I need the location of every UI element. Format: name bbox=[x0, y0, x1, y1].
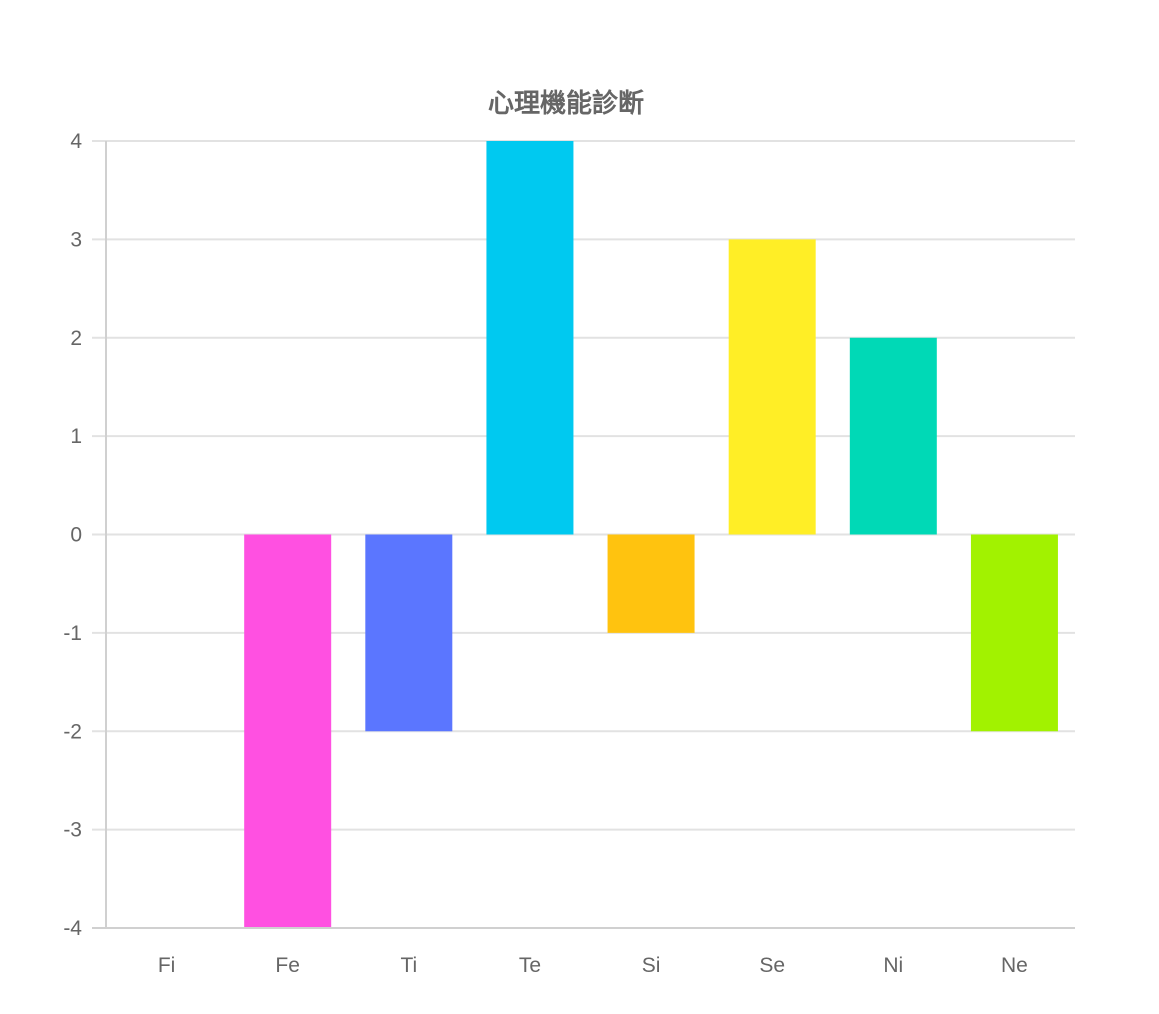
x-tick-label: Fe bbox=[275, 954, 300, 977]
bar-se[interactable] bbox=[728, 239, 816, 535]
x-tick-label: Fi bbox=[158, 954, 176, 977]
x-tick-label: Ne bbox=[1001, 954, 1028, 977]
y-tick-label: 0 bbox=[70, 524, 82, 547]
x-tick-label: Te bbox=[519, 954, 541, 977]
x-tick-label: Ni bbox=[883, 954, 903, 977]
bar-si[interactable] bbox=[607, 534, 695, 633]
y-tick-label: 3 bbox=[70, 228, 82, 251]
x-tick-label: Ti bbox=[400, 954, 417, 977]
y-tick-label: 4 bbox=[70, 130, 82, 153]
y-tick-label: 1 bbox=[70, 425, 82, 448]
chart-title: 心理機能診断 bbox=[488, 88, 644, 119]
bar-ti[interactable] bbox=[365, 534, 453, 732]
bars bbox=[244, 141, 1058, 928]
bar-te[interactable] bbox=[486, 141, 574, 535]
y-tick-label: -2 bbox=[63, 720, 82, 743]
y-tick-label: 2 bbox=[70, 327, 82, 350]
x-axis-ticks: Fi Fe Ti Te Si Se Ni Ne bbox=[158, 954, 1028, 977]
x-tick-label: Si bbox=[642, 954, 661, 977]
y-tick-label: -1 bbox=[63, 622, 82, 645]
axes bbox=[92, 141, 1075, 929]
bar-fe[interactable] bbox=[244, 534, 332, 929]
y-tick-label: -3 bbox=[63, 819, 82, 842]
bar-ne[interactable] bbox=[970, 534, 1058, 732]
y-tick-label: -4 bbox=[63, 917, 82, 940]
y-axis-ticks: 4 3 2 1 0 -1 -2 -3 -4 bbox=[63, 130, 82, 940]
x-tick-label: Se bbox=[759, 954, 785, 977]
bar-ni[interactable] bbox=[849, 337, 937, 535]
